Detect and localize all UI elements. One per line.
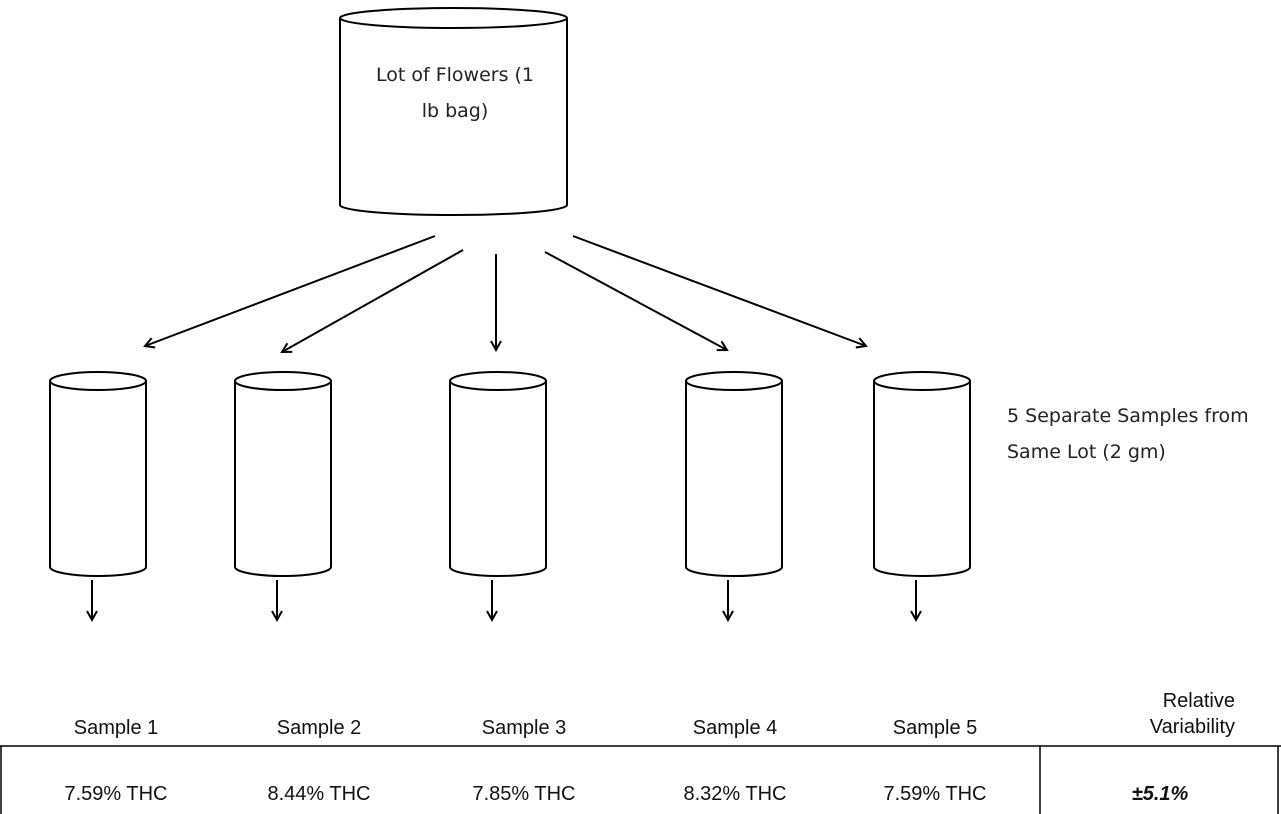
cylinder-part [449,381,547,577]
table-cell: 8.32% THC [683,783,787,805]
sample-cylinders [49,371,971,620]
cylinder-part [873,381,971,577]
table-cell: 7.85% THC [472,783,576,805]
sampling-arrows [145,235,866,352]
cylinder-part [49,371,147,391]
cylinder-part [234,371,332,391]
table-header: Relative Variability [1149,690,1235,738]
cylinder-part [685,371,783,391]
sample-cylinder [685,371,783,620]
sample-cylinder [449,371,547,620]
cylinder-part [873,371,971,391]
samples-note: 5 Separate Samples from Same Lot (2 gm) [1007,405,1249,463]
sample-cylinder [49,371,147,620]
sample-cylinder [873,371,971,620]
table-cell: 8.44% THC [267,783,371,805]
cylinder-part [685,381,783,577]
table-cell: 7.59% THC [64,783,168,805]
table-cell: 7.59% THC [883,783,987,805]
table-header: Sample 3 [481,717,567,739]
table-lines [0,745,1281,814]
lot-cylinder [339,7,568,217]
table-header: Sample 5 [892,717,978,739]
lot-label: Lot of Flowers (1 lb bag) [375,64,535,122]
table-header: Sample 1 [73,717,159,739]
cylinder-part [449,371,547,391]
cylinder-part [49,381,147,577]
table-header: Sample 2 [276,717,362,739]
sample-cylinder [234,371,332,620]
cylinder-part [234,381,332,577]
table-header: Sample 4 [692,717,778,739]
table-cell: ±5.1% [1131,783,1189,805]
